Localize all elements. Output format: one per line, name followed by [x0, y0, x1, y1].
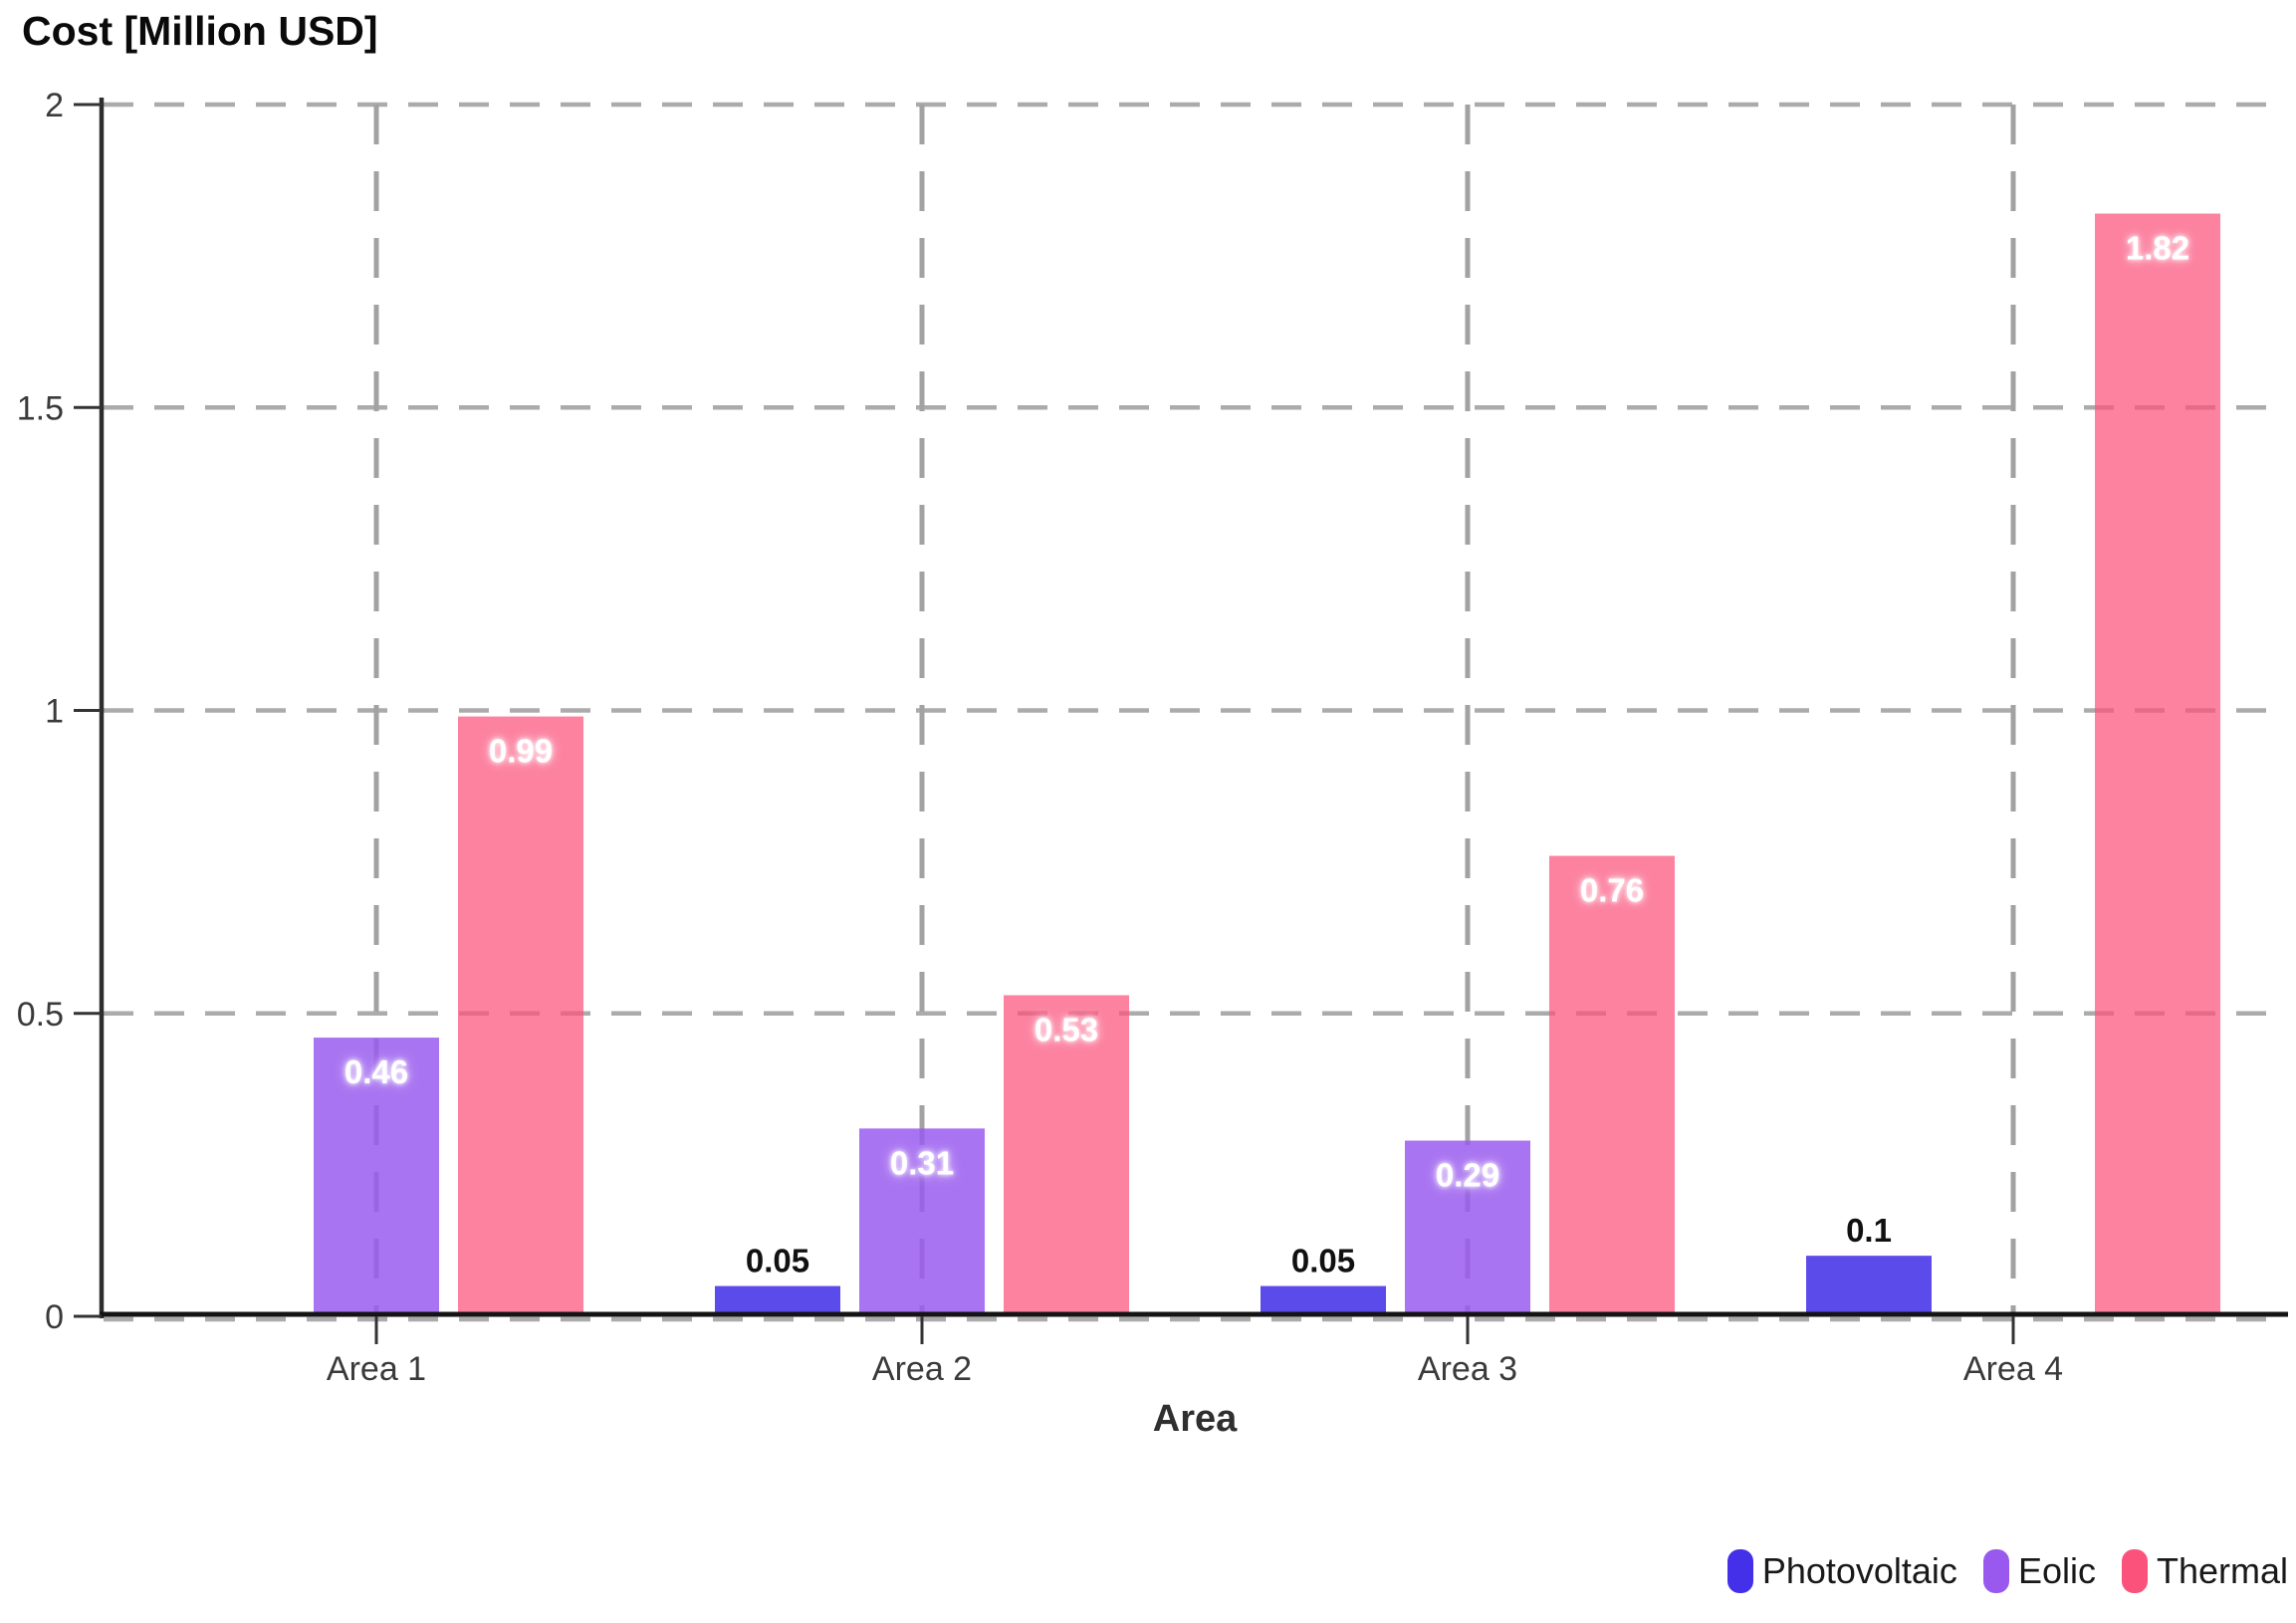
legend-swatch-photovoltaic [1726, 1549, 1753, 1593]
bar-value-label: 0.05 [1291, 1243, 1355, 1279]
bar-thermal-area-1 [458, 716, 583, 1316]
legend-item-photovoltaic: Photovoltaic [1726, 1549, 1957, 1593]
bar-value-label: 0.31 [890, 1144, 954, 1181]
bar-photovoltaic-area-2 [715, 1285, 840, 1316]
bar-photovoltaic-area-3 [1261, 1285, 1386, 1316]
legend-label-thermal: Thermal [2156, 1550, 2288, 1591]
legend-swatch-eolic [1982, 1549, 2009, 1593]
bar-value-label: 0.46 [344, 1053, 408, 1090]
y-tick-label: 1 [45, 693, 64, 731]
bar-eolic-area-3 [1405, 1140, 1530, 1316]
chart-legend: Photovoltaic Eolic Thermal [1726, 1549, 2288, 1593]
bar-thermal-area-4 [2095, 213, 2220, 1316]
chart-title: Cost [Million USD] [22, 8, 378, 54]
bar-value-label: 0.53 [1034, 1011, 1098, 1047]
y-tick-label: 2 [45, 87, 64, 124]
bar-value-label: 0.05 [746, 1243, 809, 1279]
bar-value-label: 1.82 [2126, 230, 2189, 267]
y-tick-label: 0 [45, 1298, 64, 1336]
x-tick-label: Area 3 [1418, 1350, 1517, 1388]
bar-photovoltaic-area-4 [1806, 1256, 1932, 1316]
legend-swatch-thermal [2121, 1549, 2148, 1593]
bar-thermal-area-2 [1004, 995, 1129, 1316]
bar-value-label: 0.99 [489, 733, 553, 770]
bar-value-label: 0.1 [1846, 1212, 1892, 1249]
y-tick-label: 1.5 [17, 389, 64, 427]
legend-item-eolic: Eolic [1982, 1549, 2096, 1593]
bar-eolic-area-2 [859, 1128, 985, 1316]
x-tick-label: Area 1 [327, 1350, 426, 1388]
bar-eolic-area-1 [314, 1038, 439, 1316]
legend-label-eolic: Eolic [2017, 1550, 2096, 1591]
x-axis-title: Area [1152, 1398, 1238, 1440]
bar-value-label: 0.76 [1580, 872, 1644, 909]
legend-item-thermal: Thermal [2121, 1549, 2288, 1593]
bar-thermal-area-3 [1549, 855, 1675, 1316]
bar-value-label: 0.29 [1436, 1157, 1499, 1194]
legend-label-photovoltaic: Photovoltaic [1761, 1550, 1957, 1591]
x-tick-label: Area 4 [1963, 1350, 2063, 1388]
y-tick-label: 0.5 [17, 996, 64, 1034]
x-tick-label: Area 2 [872, 1350, 972, 1388]
